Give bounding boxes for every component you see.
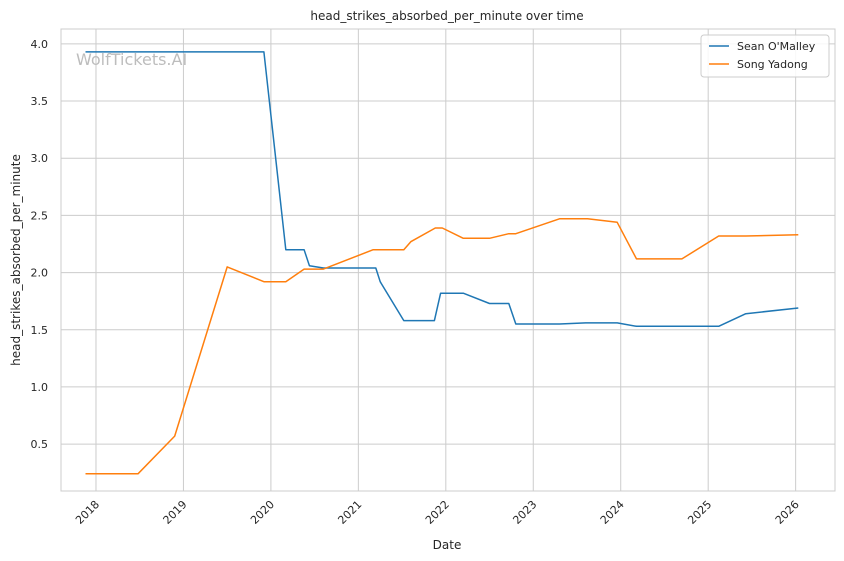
y-tick-label: 2.5	[31, 209, 49, 222]
watermark-text: WolfTickets.AI	[76, 50, 187, 69]
legend-box	[700, 34, 830, 78]
y-tick-label: 1.5	[31, 324, 49, 337]
x-axis-label: Date	[433, 538, 462, 552]
series-lines	[85, 51, 799, 475]
y-axis-ticks: 0.5 1.0 1.5 2.0 2.5 3.0 3.5 4.0	[31, 38, 49, 451]
y-tick-label: 3.5	[31, 95, 49, 108]
y-tick-label: 1.0	[31, 381, 49, 394]
y-tick-label: 3.0	[31, 152, 49, 165]
legend: Sean O'Malley Song Yadong	[700, 34, 830, 78]
legend-label-0: Sean O'Malley	[737, 40, 816, 53]
y-tick-label: 2.0	[31, 267, 49, 280]
y-tick-label: 4.0	[31, 38, 49, 51]
chart-title: head_strikes_absorbed_per_minute over ti…	[310, 9, 583, 23]
series-line-0	[85, 51, 799, 328]
series-line-1	[85, 218, 799, 475]
y-tick-label: 0.5	[31, 438, 49, 451]
y-axis-label: head_strikes_absorbed_per_minute	[9, 154, 23, 366]
legend-label-1: Song Yadong	[737, 58, 808, 71]
plot-area	[60, 28, 836, 492]
